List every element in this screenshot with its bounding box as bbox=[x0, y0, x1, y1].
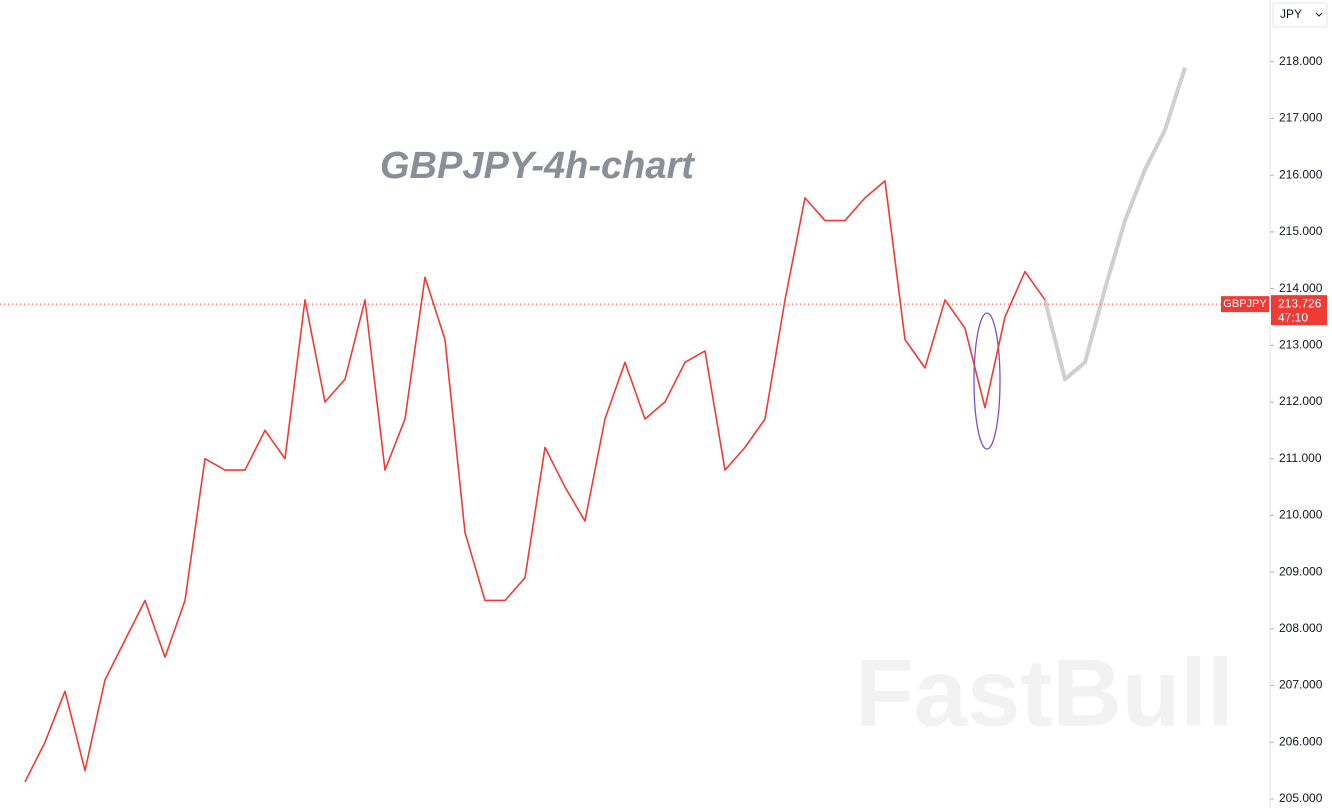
y-tick-label: 206.000 bbox=[1279, 734, 1323, 748]
price-line bbox=[24, 180, 1046, 783]
y-tick-label: 215.000 bbox=[1279, 224, 1323, 238]
symbol-label: GBPJPY bbox=[1223, 298, 1267, 310]
annotation-ellipse bbox=[973, 312, 1001, 450]
dropdown-caret bbox=[1315, 12, 1323, 17]
y-tick-label: 210.000 bbox=[1279, 508, 1323, 522]
y-tick-label: 209.000 bbox=[1279, 564, 1323, 578]
y-tick-label: 217.000 bbox=[1279, 111, 1323, 125]
chart-title: GBPJPY-4h-chart bbox=[380, 145, 695, 187]
price-label: 213.726 bbox=[1278, 296, 1322, 310]
price-tag bbox=[1271, 295, 1327, 326]
watermark: FastBull bbox=[855, 639, 1234, 746]
y-tick-label: 214.000 bbox=[1279, 281, 1323, 295]
y-tick-label: 213.000 bbox=[1279, 337, 1323, 351]
y-tick-label: 208.000 bbox=[1279, 621, 1323, 635]
currency-dropdown[interactable] bbox=[1272, 2, 1328, 28]
y-tick-label: 207.000 bbox=[1279, 678, 1323, 692]
y-tick-label: 205.000 bbox=[1279, 791, 1323, 805]
price-line bbox=[1043, 66, 1187, 382]
y-tick-label: 211.000 bbox=[1279, 451, 1322, 465]
y-tick-label: 212.000 bbox=[1279, 394, 1323, 408]
symbol-tag bbox=[1221, 296, 1269, 313]
countdown-label: 47:10 bbox=[1278, 310, 1308, 324]
y-tick-label: 216.000 bbox=[1279, 167, 1323, 181]
y-tick-label: 218.000 bbox=[1279, 54, 1323, 68]
currency-label[interactable]: JPY bbox=[1280, 7, 1302, 21]
